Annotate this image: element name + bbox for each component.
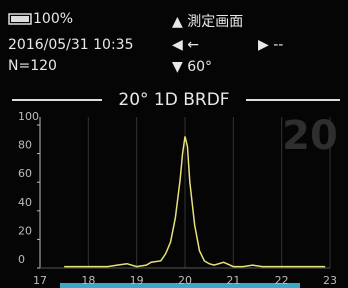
nav-up: ▲ 測定画面 bbox=[172, 14, 243, 30]
x-tick-label: 20 bbox=[178, 274, 192, 287]
battery-level bbox=[11, 16, 29, 22]
nav-left: ◀ ← bbox=[172, 37, 199, 53]
y-tick-label: 20 bbox=[18, 224, 32, 237]
x-tick-label: 19 bbox=[130, 274, 144, 287]
y-tick-label: 60 bbox=[18, 167, 32, 180]
x-tick-label: 21 bbox=[226, 274, 240, 287]
y-tick-label: 40 bbox=[18, 196, 32, 209]
x-tick-label: 17 bbox=[33, 274, 47, 287]
count: N=120 bbox=[8, 58, 57, 74]
y-tick-label: 100 bbox=[18, 110, 39, 123]
annotation: 20 bbox=[282, 113, 338, 159]
x-tick-label: 23 bbox=[323, 274, 337, 287]
battery-text: 100% bbox=[33, 11, 73, 27]
y-tick-label: 0 bbox=[18, 253, 25, 266]
chart-title: 20° 1D BRDF bbox=[118, 90, 229, 110]
screen: 100% 2016/05/31 10:35 N=120 ▲ 測定画面 ◀ ← ▶… bbox=[0, 0, 348, 288]
x-tick-label: 22 bbox=[275, 274, 289, 287]
nav-down: ▼ 60° bbox=[172, 59, 212, 75]
nav-right: ▶ -- bbox=[258, 37, 283, 53]
x-tick-label: 18 bbox=[81, 274, 95, 287]
y-tick-label: 80 bbox=[18, 139, 32, 152]
datetime: 2016/05/31 10:35 bbox=[8, 37, 134, 53]
